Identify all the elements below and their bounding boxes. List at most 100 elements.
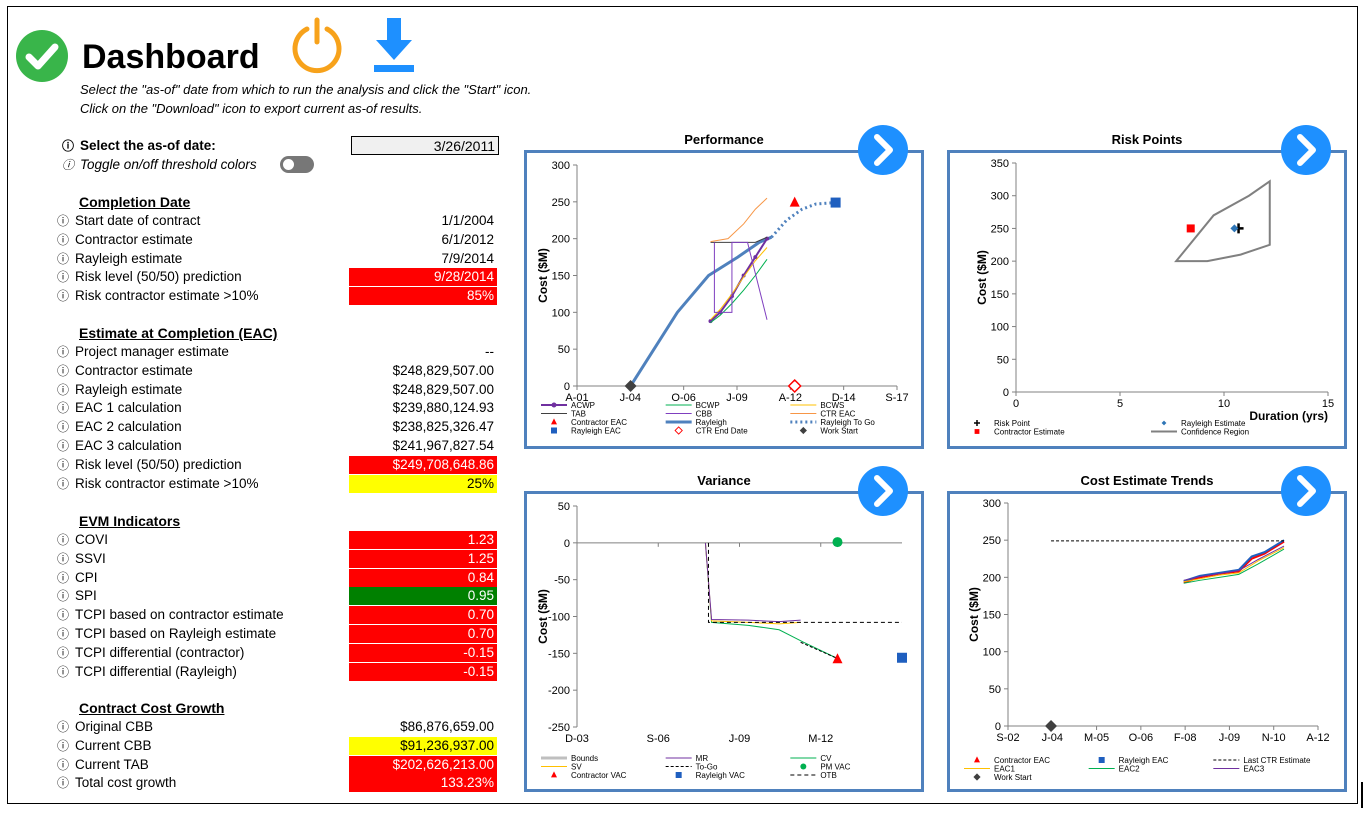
info-icon[interactable]: ⓘ [62, 139, 75, 153]
info-icon[interactable]: ⓘ [57, 345, 70, 359]
legend-entry: CBB [665, 410, 712, 419]
info-icon[interactable]: ⓘ [57, 589, 70, 604]
info-icon[interactable]: ⓘ [57, 476, 70, 491]
legend-entry: Contractor EAC [974, 756, 1050, 765]
metric-label: ⓘ TCPI based on contractor estimate [57, 607, 284, 623]
chart-point-work-start [624, 380, 637, 392]
expand-chart-button[interactable] [1281, 466, 1331, 516]
series-line-rayleigh-to-go [770, 201, 836, 239]
chart-point-risk-point [973, 420, 980, 427]
info-icon[interactable]: ⓘ [57, 738, 70, 753]
series-line-ctr-eac [710, 197, 768, 243]
y-tick-label: 50 [558, 344, 570, 356]
info-icon[interactable]: ⓘ [57, 251, 70, 266]
svg-text:EAC2: EAC2 [1119, 765, 1140, 774]
info-icon[interactable]: ⓘ [57, 533, 70, 547]
svg-text:Risk Point: Risk Point [994, 419, 1031, 428]
info-icon[interactable]: ⓘ [57, 214, 70, 228]
acwp-point [753, 255, 758, 260]
svg-text:Contractor EAC: Contractor EAC [571, 418, 627, 427]
metric-value: -0.15 [349, 662, 497, 681]
expand-chart-button[interactable] [858, 466, 908, 516]
info-icon[interactable]: ⓘ [57, 363, 70, 378]
download-icon[interactable] [372, 16, 416, 74]
info-icon[interactable]: ⓘ [57, 776, 70, 791]
series-line-sv [704, 542, 801, 625]
legend-entry: SV [541, 763, 582, 772]
power-icon[interactable] [288, 16, 346, 74]
svg-text:ACWP: ACWP [571, 401, 595, 410]
chart-point-work-start [973, 773, 981, 781]
info-icon[interactable]: ⓘ [57, 757, 70, 772]
x-tick-label: J-09 [726, 392, 747, 404]
y-axis-label: Cost ($M) [967, 587, 981, 642]
metric-value: $249,708,648.86 [349, 455, 497, 474]
info-icon[interactable]: ⓘ [57, 627, 70, 641]
metric-value: 133.23% [349, 774, 497, 793]
info-icon[interactable]: ⓘ [57, 420, 70, 435]
metric-label: ⓘ TCPI differential (contractor) [57, 644, 245, 660]
series-line-eac2 [1183, 548, 1285, 584]
metric-label: ⓘ Project manager estimate [57, 344, 229, 359]
y-tick-label: -200 [548, 685, 570, 697]
metric-label: ⓘ Current TAB [57, 756, 149, 772]
metric-value: $239,880,124.93 [392, 400, 494, 416]
info-icon[interactable]: ⓘ [57, 401, 70, 416]
info-icon[interactable]: ⓘ [57, 608, 70, 623]
y-tick-label: 250 [552, 197, 570, 209]
x-tick-label: A-12 [779, 392, 802, 404]
x-tick-label: N-10 [1262, 732, 1286, 744]
info-icon[interactable]: ⓘ [57, 270, 70, 285]
series-line-cv [704, 542, 838, 659]
y-tick-label: 300 [983, 498, 1001, 510]
section-heading-eac: Estimate at Completion (EAC) [79, 325, 278, 341]
info-icon[interactable]: ⓘ [57, 289, 70, 304]
confidence-region [1174, 179, 1271, 263]
variance-chart-panel: -250 -200 -150 -100 -50 0 50 D-03 S-06 J-09 M-12 Co… [524, 491, 924, 792]
info-icon[interactable]: ⓘ [62, 158, 75, 172]
legend-entry: MR [665, 754, 708, 763]
legend-entry: Rayleigh Estimate [1161, 419, 1246, 428]
chart-point-rayleigh-estimate [1230, 224, 1239, 233]
info-icon[interactable]: ⓘ [57, 382, 70, 397]
x-tick-label: D-03 [565, 733, 589, 745]
y-tick-label: 100 [552, 307, 570, 319]
legend-entry: EAC1 [964, 765, 1015, 774]
asof-date-input[interactable] [351, 136, 499, 155]
info-icon[interactable]: ⓘ [57, 551, 70, 566]
svg-text:TAB: TAB [571, 410, 586, 419]
svg-text:Work Start: Work Start [820, 427, 858, 436]
svg-text:To-Go: To-Go [696, 763, 718, 772]
metric-label: ⓘ Original CBB [57, 719, 154, 734]
y-tick-label: 50 [558, 501, 570, 513]
chevron-right-icon [1297, 134, 1316, 166]
y-tick-label: 250 [991, 223, 1009, 235]
svg-text:EAC1: EAC1 [994, 765, 1015, 774]
info-icon[interactable]: ⓘ [57, 232, 70, 247]
metric-label: ⓘ EAC 3 calculation [57, 438, 182, 453]
info-icon[interactable]: ⓘ [57, 457, 70, 472]
threshold-color-toggle[interactable] [280, 156, 314, 173]
expand-chart-button[interactable] [858, 125, 908, 175]
info-icon[interactable]: ⓘ [57, 570, 70, 585]
legend-entry: Rayleigh To Go [790, 418, 875, 427]
metric-label: ⓘ Rayleigh estimate [57, 381, 183, 397]
dashboard-frame [7, 6, 1358, 804]
section-heading-completion: Completion Date [79, 194, 191, 210]
x-tick-label: M-05 [1084, 732, 1109, 744]
x-tick-label: D-14 [832, 392, 856, 404]
series-line-rayleigh [629, 235, 773, 387]
expand-chart-button[interactable] [1281, 125, 1331, 175]
info-icon[interactable]: ⓘ [57, 720, 70, 734]
metric-label: ⓘ COVI [57, 532, 109, 547]
legend-entry: Risk Point [973, 419, 1031, 428]
info-icon[interactable]: ⓘ [57, 645, 70, 660]
series-line-mr [704, 542, 801, 623]
y-tick-label: 150 [983, 610, 1001, 622]
info-icon[interactable]: ⓘ [57, 664, 70, 679]
info-icon[interactable]: ⓘ [57, 439, 70, 453]
chart-title-cost-trends: Cost Estimate Trends [1080, 473, 1214, 488]
metric-value: 0.70 [349, 625, 497, 643]
series-line-tab [710, 236, 768, 243]
y-axis-label: Cost ($M) [536, 248, 550, 303]
